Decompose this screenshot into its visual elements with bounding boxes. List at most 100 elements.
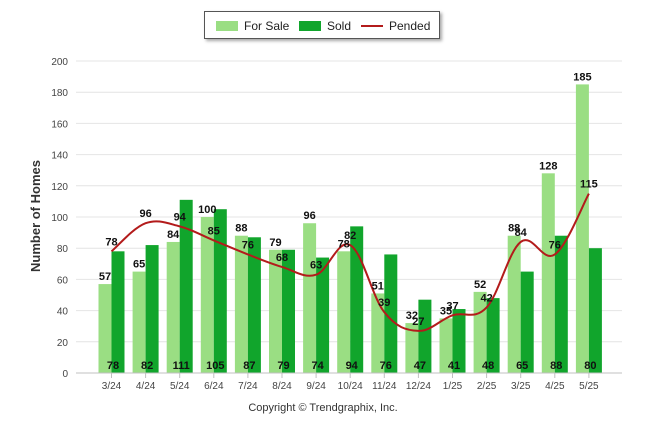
data-labels: 57 78 78 65 82 96 84 111 94 100 105 85 88 87 76 79 79 68 9… (99, 71, 598, 372)
label-for-sale: 96 (303, 210, 315, 222)
label-pended: 76 (549, 239, 561, 251)
legend-label-pended: Pended (389, 19, 431, 33)
pended-line (110, 193, 590, 332)
y-tick-label: 140 (51, 151, 68, 162)
label-sold: 88 (550, 360, 562, 372)
label-for-sale: 84 (167, 229, 180, 241)
label-sold: 76 (380, 360, 392, 372)
y-tick-label: 0 (62, 369, 68, 380)
label-pended: 94 (174, 211, 187, 223)
label-for-sale: 51 (372, 280, 384, 292)
bar-sold (588, 248, 602, 373)
bar-sold (282, 249, 295, 373)
bar-sold (111, 251, 125, 373)
label-for-sale: 88 (508, 223, 520, 235)
bar-sold (452, 309, 466, 373)
label-pended: 96 (139, 208, 151, 220)
pended-line-group (110, 193, 590, 332)
label-sold: 80 (584, 360, 596, 372)
label-pended: 63 (310, 260, 322, 272)
x-tick-label: 2/25 (477, 381, 497, 392)
x-tick-label: 4/24 (136, 381, 156, 392)
label-for-sale: 78 (338, 238, 350, 250)
bar-sold (520, 271, 534, 373)
bars (98, 84, 602, 374)
label-sold: 78 (107, 360, 119, 372)
legend: For Sale Sold Pended (204, 11, 440, 39)
bar-for-sale (507, 235, 521, 373)
label-pended: 115 (580, 179, 598, 191)
legend-swatch-sold (299, 21, 321, 31)
axes: 0 20 40 60 80 100 120 140 160 180 200 3/24 4/24 5/24 6… (51, 57, 622, 392)
y-tick-label: 60 (57, 275, 69, 286)
bar-for-sale (200, 217, 214, 373)
bar-for-sale (541, 173, 555, 373)
label-for-sale: 100 (198, 204, 216, 216)
label-pended: 27 (412, 316, 424, 328)
bar-for-sale (234, 235, 248, 373)
legend-label-for-sale: For Sale (244, 19, 290, 33)
label-for-sale: 35 (440, 305, 452, 317)
label-sold: 111 (173, 360, 190, 372)
legend-label-sold: Sold (327, 19, 352, 33)
bar-for-sale (98, 284, 112, 373)
label-sold: 79 (277, 360, 289, 372)
label-for-sale: 57 (99, 271, 111, 283)
bar-sold (179, 199, 193, 373)
bar-sold (213, 209, 227, 373)
x-tick-label: 6/24 (204, 381, 224, 392)
x-tick-label: 10/24 (338, 381, 363, 392)
label-sold: 94 (346, 360, 359, 372)
x-tick-label: 1/25 (443, 381, 463, 392)
y-tick-label: 180 (51, 88, 68, 99)
label-sold: 41 (448, 360, 460, 372)
label-sold: 48 (482, 360, 494, 372)
label-for-sale: 128 (539, 160, 557, 172)
y-axis-label: Number of Homes (28, 160, 43, 272)
y-tick-label: 120 (51, 182, 68, 193)
x-tick-label: 12/24 (406, 381, 431, 392)
label-for-sale: 88 (235, 223, 247, 235)
label-sold: 65 (516, 360, 528, 372)
label-pended: 82 (344, 230, 356, 242)
bar-for-sale (132, 271, 146, 373)
legend-swatch-pended (361, 25, 383, 27)
label-pended: 84 (515, 227, 528, 239)
bar-sold (145, 245, 159, 373)
x-tick-label: 8/24 (272, 381, 292, 392)
label-for-sale: 65 (133, 259, 145, 271)
label-sold: 87 (243, 360, 255, 372)
bar-for-sale (337, 251, 351, 373)
label-for-sale: 79 (269, 237, 281, 249)
bar-sold (554, 235, 568, 373)
x-tick-label: 9/24 (306, 381, 326, 392)
bar-for-sale (473, 291, 487, 373)
x-tick-label: 3/25 (511, 381, 531, 392)
bar-sold (418, 299, 432, 373)
label-sold: 47 (414, 360, 426, 372)
label-sold: 74 (311, 360, 324, 372)
bar-for-sale (371, 293, 385, 373)
bar-sold (247, 237, 261, 373)
label-sold: 105 (206, 360, 224, 372)
y-tick-label: 160 (51, 119, 68, 130)
label-for-sale: 185 (573, 71, 591, 83)
bar-for-sale (405, 323, 419, 373)
x-tick-label: 11/24 (372, 381, 397, 392)
x-tick-label: 7/24 (238, 381, 258, 392)
bar-for-sale (575, 84, 589, 374)
y-tick-label: 200 (51, 57, 68, 68)
y-tick-label: 100 (51, 213, 68, 224)
legend-swatch-for-sale (216, 21, 238, 31)
bar-sold (486, 298, 500, 373)
bar-for-sale (269, 249, 282, 373)
bar-sold (350, 226, 364, 373)
label-pended: 85 (208, 225, 220, 237)
x-tick-label: 5/25 (579, 381, 599, 392)
bar-for-sale (303, 223, 317, 373)
bar-for-sale (166, 241, 180, 373)
label-sold: 82 (141, 360, 153, 372)
label-pended: 78 (105, 236, 117, 248)
y-tick-label: 40 (57, 307, 69, 318)
